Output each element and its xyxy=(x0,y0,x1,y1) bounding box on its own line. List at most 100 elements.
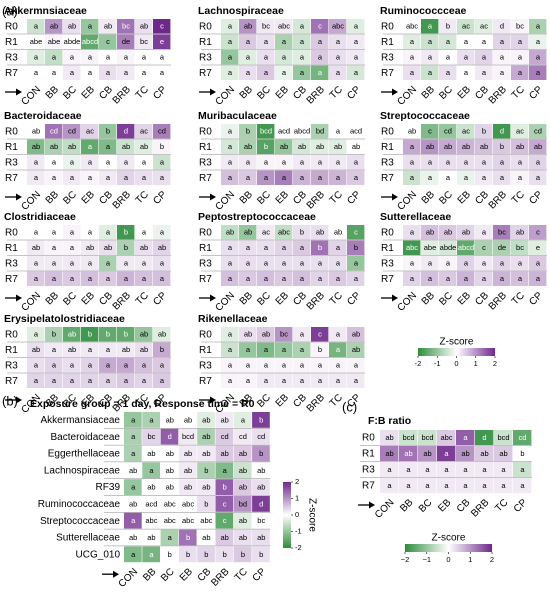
colorbar-tick-label: 0 xyxy=(454,359,458,368)
arrow-head xyxy=(16,193,22,201)
cell-letter: ab xyxy=(444,228,452,237)
cell-letter: a xyxy=(336,127,341,136)
cell-letter: abc xyxy=(182,499,194,508)
cell-letter: c xyxy=(536,228,540,237)
cell-letter: a xyxy=(536,274,541,283)
cell-letter: a xyxy=(464,68,469,77)
heat-cell xyxy=(135,34,153,49)
cell-letter: a xyxy=(88,259,93,268)
cell-letter: ab xyxy=(298,142,306,151)
row-label: R1 xyxy=(5,37,18,48)
heat-cell xyxy=(197,462,215,479)
cell-letter: a xyxy=(318,376,323,385)
heat-cell xyxy=(493,19,511,34)
heat-cell xyxy=(457,65,475,80)
cell-letter: ab xyxy=(140,345,148,354)
heat-cell xyxy=(81,240,99,255)
heat-cell xyxy=(178,445,197,462)
column-label: BB xyxy=(420,84,437,101)
heat-cell xyxy=(257,256,275,271)
cell-letter: ab xyxy=(140,142,148,151)
heat-cell xyxy=(27,65,45,80)
heat-cell xyxy=(63,155,81,170)
column-label: BRB xyxy=(111,290,134,313)
colorbar-tick-label: 1 xyxy=(468,555,472,564)
cell-letter: a xyxy=(482,173,487,182)
heat-cell xyxy=(81,19,99,34)
cell-letter: ab xyxy=(202,533,210,542)
cell-letter: bc xyxy=(140,37,148,46)
heat-cell xyxy=(457,139,475,154)
heat-cell xyxy=(117,240,135,255)
heat-cell xyxy=(63,124,81,139)
cell-letter: a xyxy=(482,53,487,62)
cell-letter: ab xyxy=(462,142,470,151)
column-label: BC xyxy=(61,84,79,102)
heat-cell xyxy=(135,139,153,154)
heat-cell xyxy=(493,65,511,80)
row-label: R7 xyxy=(5,173,18,184)
heat-cell xyxy=(380,446,399,461)
heat-cell xyxy=(221,65,239,80)
cell-letter: cd xyxy=(221,432,229,441)
heat-cell xyxy=(99,327,117,342)
heat-cell xyxy=(529,170,547,185)
row-label: R3 xyxy=(5,157,18,168)
cell-letter: a xyxy=(354,173,359,182)
heat-cell xyxy=(99,19,117,34)
cell-letter: bc xyxy=(516,22,524,31)
cell-letter: abc xyxy=(164,516,176,525)
heat-cell xyxy=(439,256,457,271)
heat-cell xyxy=(293,34,311,49)
heat-cell xyxy=(178,412,197,428)
cell-letter: a xyxy=(336,173,341,182)
column-label: EB xyxy=(80,189,97,206)
heat-cell xyxy=(63,65,81,80)
heat-cell xyxy=(135,342,153,357)
cell-letter: a xyxy=(131,415,136,424)
cell-letter: a xyxy=(160,173,165,182)
heat-cell xyxy=(239,50,257,65)
cell-letter: a xyxy=(300,243,305,252)
heat-cell xyxy=(117,373,135,388)
heat-cell xyxy=(257,358,275,373)
row-label: R1 xyxy=(5,345,18,356)
cell-letter: b xyxy=(223,550,227,559)
heat-cell xyxy=(275,240,293,255)
cell-letter: bcd xyxy=(497,433,509,442)
row-label: R0 xyxy=(362,433,375,444)
row-label: Streptococcaceae xyxy=(40,516,120,527)
row-label: R0 xyxy=(381,126,394,137)
heat-cell xyxy=(421,155,439,170)
heat-cell xyxy=(233,496,252,512)
cell-letter: abde xyxy=(440,243,457,252)
cell-letter: a xyxy=(446,158,451,167)
cell-letter: a xyxy=(88,173,93,182)
colorbar-tick-label: -1 xyxy=(434,359,441,368)
cell-letter: a xyxy=(160,228,165,237)
cell-letter: a xyxy=(52,173,57,182)
cell-letter: a xyxy=(70,274,75,283)
heat-cell xyxy=(27,271,45,286)
heat-cell xyxy=(81,327,99,342)
heat-cell xyxy=(257,342,275,357)
cell-letter: d xyxy=(482,433,486,442)
column-label: BB xyxy=(238,84,255,101)
heat-cell xyxy=(257,170,275,185)
heat-cell xyxy=(257,50,275,65)
cell-letter: a xyxy=(142,361,147,370)
heat-cell xyxy=(153,65,171,80)
cell-letter: a xyxy=(246,345,251,354)
cell-letter: ab xyxy=(426,142,434,151)
cell-letter: a xyxy=(464,158,469,167)
column-label: BC xyxy=(255,189,273,207)
cell-letter: abcd xyxy=(82,37,98,46)
heat-cell xyxy=(439,50,457,65)
heat-cell xyxy=(293,240,311,255)
cell-letter: a xyxy=(264,158,269,167)
column-label: CP xyxy=(527,84,545,102)
heat-cell xyxy=(27,240,45,255)
row-label: R7 xyxy=(381,274,394,285)
column-label: CP xyxy=(151,84,169,102)
